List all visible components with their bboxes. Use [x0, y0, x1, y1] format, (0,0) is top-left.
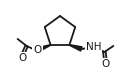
Polygon shape [37, 45, 51, 52]
Text: O: O [34, 45, 42, 55]
Text: NH: NH [86, 42, 101, 52]
Polygon shape [69, 45, 82, 51]
Text: O: O [18, 53, 27, 63]
Text: O: O [101, 59, 110, 69]
